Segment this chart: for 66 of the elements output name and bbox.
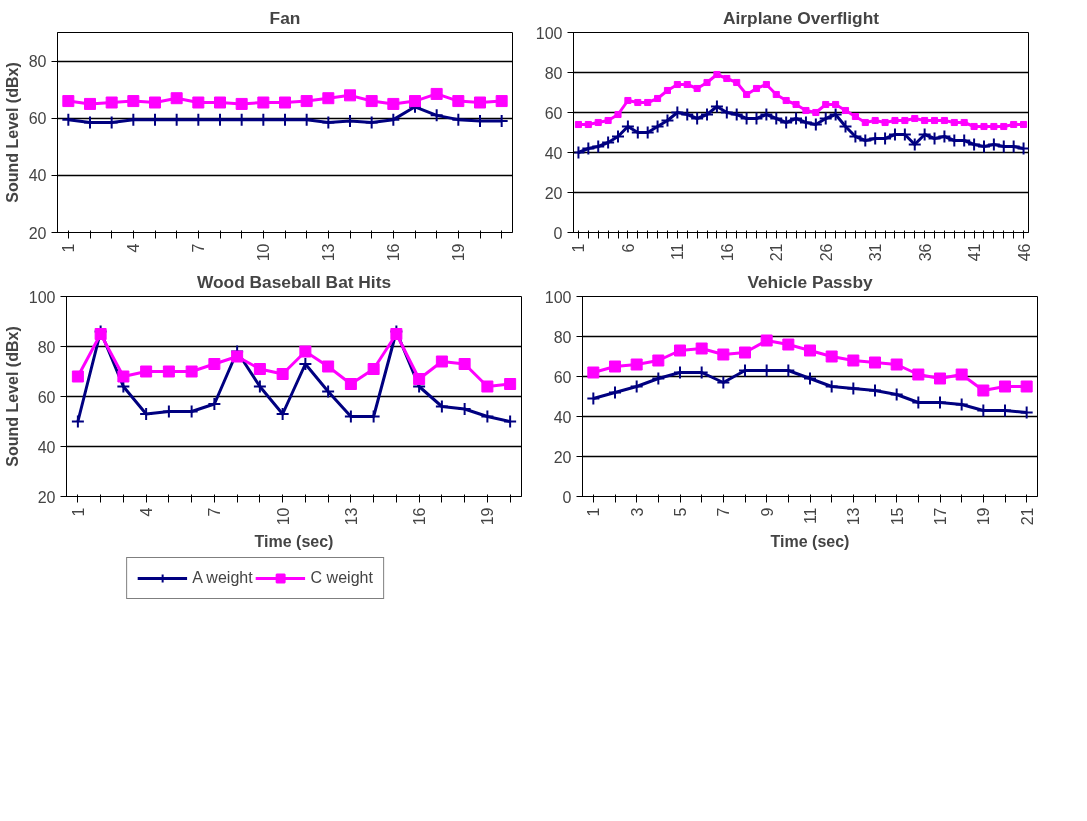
x-tick-label: 1 xyxy=(570,243,588,253)
x-tick-label: 19 xyxy=(975,507,993,526)
y-tick-label: 80 xyxy=(544,64,563,82)
x-tick-label: 31 xyxy=(867,243,885,262)
x-axis-title: Time (sec) xyxy=(254,533,334,551)
x-tick-label: 26 xyxy=(817,243,835,262)
y-tick-label: 100 xyxy=(535,24,563,42)
y-tick-label: 0 xyxy=(562,488,572,506)
x-tick-label: 46 xyxy=(1015,243,1033,262)
y-tick-label: 20 xyxy=(37,488,56,506)
chart-title: Vehicle Passby xyxy=(747,271,873,292)
x-tick-label: 1 xyxy=(585,507,603,517)
y-tick-label: 20 xyxy=(28,224,47,242)
x-tick-label: 16 xyxy=(411,507,429,526)
x-tick-label: 11 xyxy=(802,507,819,525)
y-tick-label: 80 xyxy=(553,328,572,346)
y-tick-label: 40 xyxy=(544,144,563,162)
x-tick-label: 16 xyxy=(718,243,736,262)
y-tick-label: 0 xyxy=(553,224,563,242)
y-tick-label: 60 xyxy=(28,110,47,128)
x-tick-label: 19 xyxy=(479,507,497,526)
x-tick-label: 4 xyxy=(138,507,156,517)
y-tick-label: 100 xyxy=(544,288,572,306)
y-axis-title: Sound Level (dBx) xyxy=(3,326,21,467)
y-tick-label: 20 xyxy=(544,184,563,202)
legend-label: A weight xyxy=(192,569,253,587)
x-tick-label: 15 xyxy=(888,507,906,526)
x-tick-label: 41 xyxy=(966,243,984,262)
x-tick-label: 10 xyxy=(274,507,292,526)
x-tick-label: 6 xyxy=(619,243,637,253)
y-tick-label: 60 xyxy=(37,388,56,406)
y-tick-label: 40 xyxy=(37,438,56,456)
x-tick-label: 7 xyxy=(206,507,224,517)
y-tick-label: 80 xyxy=(37,338,56,356)
y-tick-label: 20 xyxy=(553,448,572,466)
x-tick-label: 17 xyxy=(932,507,949,526)
x-tick-label: 21 xyxy=(1018,507,1036,526)
x-tick-label: 7 xyxy=(190,243,208,253)
x-tick-label: 19 xyxy=(450,243,468,262)
x-tick-label: 13 xyxy=(320,243,338,262)
x-tick-label: 9 xyxy=(758,507,776,517)
x-tick-label: 10 xyxy=(255,243,273,262)
x-tick-label: 11 xyxy=(669,243,687,261)
x-tick-label: 36 xyxy=(916,243,934,262)
x-tick-label: 1 xyxy=(69,507,87,517)
y-tick-label: 60 xyxy=(544,104,563,122)
y-tick-label: 80 xyxy=(28,53,47,71)
chart-title: Wood Baseball Bat Hits xyxy=(196,271,392,292)
x-tick-label: 13 xyxy=(845,507,863,526)
x-tick-label: 1 xyxy=(60,243,78,253)
x-tick-label: 13 xyxy=(342,507,360,526)
chart-title: Airplane Overflight xyxy=(723,7,880,28)
legend-label: C weight xyxy=(310,569,373,587)
y-tick-label: 40 xyxy=(553,408,572,426)
y-tick-label: 100 xyxy=(28,288,56,306)
x-tick-label: 4 xyxy=(125,243,143,253)
x-tick-label: 5 xyxy=(672,507,689,517)
x-tick-label: 16 xyxy=(385,243,403,262)
x-tick-label: 7 xyxy=(715,507,733,517)
y-tick-label: 40 xyxy=(28,167,47,185)
chart-title: Fan xyxy=(269,7,301,28)
y-axis-title: Sound Level (dBx) xyxy=(3,62,21,203)
x-tick-label: 3 xyxy=(628,507,646,517)
y-tick-label: 60 xyxy=(553,368,572,386)
x-axis-title: Time (sec) xyxy=(770,533,850,551)
x-tick-label: 21 xyxy=(768,243,786,262)
